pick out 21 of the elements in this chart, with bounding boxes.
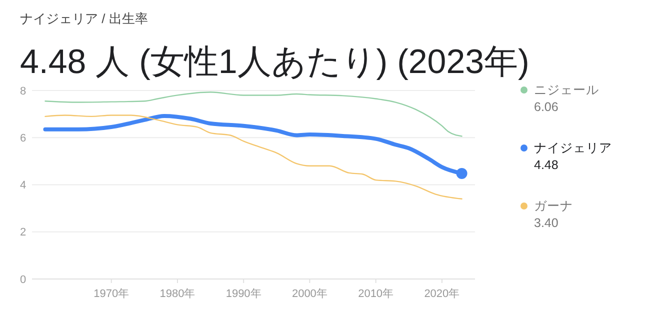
- line-series: [44, 114, 462, 200]
- x-tick-label: 1970年: [94, 288, 130, 300]
- x-tick-label: 2020年: [424, 288, 460, 300]
- chart-title: 4.48 人 (女性1人あたり) (2023年): [20, 43, 530, 81]
- y-tick-label: 6: [20, 132, 26, 144]
- x-tick-label: 1980年: [160, 288, 196, 300]
- x-tick-label: 1990年: [226, 288, 262, 300]
- text: 6.06: [534, 100, 558, 114]
- legend-label: ニジェール: [534, 83, 599, 97]
- y-tick-label: 4: [20, 180, 26, 192]
- text: 4.48: [534, 158, 558, 172]
- y-tick-label: 0: [20, 274, 26, 286]
- line-series: [44, 92, 462, 137]
- legend-label: ナイジェリア: [534, 141, 612, 155]
- y-tick-label: 8: [20, 85, 26, 98]
- y-tick-label: 2: [20, 226, 26, 239]
- x-tick-label: 2000年: [292, 288, 328, 300]
- chart-subtitle: ナイジェリア / 出生率: [20, 11, 148, 26]
- x-tick-label: 2010年: [358, 288, 394, 300]
- text: 3.40: [534, 216, 558, 230]
- legend-label: ガーナ: [534, 199, 573, 213]
